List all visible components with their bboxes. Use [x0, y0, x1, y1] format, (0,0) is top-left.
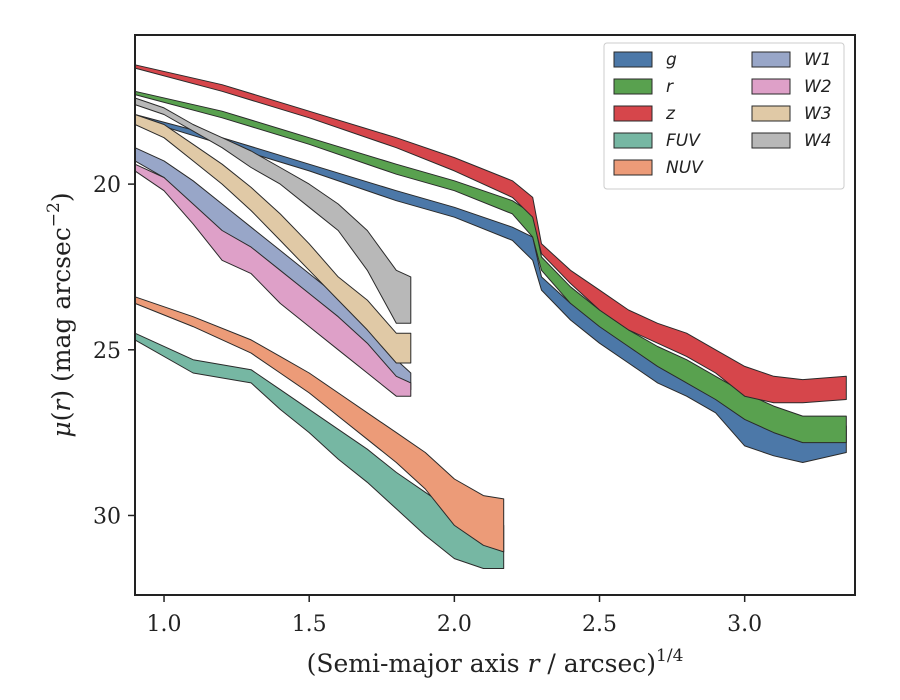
x-tick-label: 2.0: [437, 612, 472, 637]
y-axis: 20 25 30: [93, 173, 135, 529]
legend-swatch-w2: [751, 78, 791, 95]
legend-swatch-w3: [751, 105, 791, 122]
x-tick-label: 2.5: [582, 612, 617, 637]
legend-label-w2: W2: [804, 77, 832, 97]
legend-label-w4: W4: [804, 131, 832, 151]
legend-label-w3: W3: [804, 104, 832, 124]
legend-swatch-z: [613, 105, 653, 122]
band-w3: [134, 114, 412, 364]
x-tick-label: 3.0: [727, 612, 762, 637]
x-tick-label: 1.0: [147, 612, 182, 637]
band-fuv: [134, 332, 505, 569]
series-bands: [134, 64, 847, 569]
legend: grz FUV NUV W1 W2 W3 W4: [603, 42, 845, 190]
y-tick-label: 30: [93, 504, 121, 529]
legend-swatch-g: [613, 51, 653, 68]
legend-label-fuv: FUV: [666, 131, 701, 151]
band-nuv: [134, 296, 505, 553]
x-axis: 1.0 1.5 2.0 2.5 3.0: [147, 595, 762, 637]
plot-frame: [134, 34, 856, 596]
legend-swatch-w4: [751, 132, 791, 149]
legend-label-g: g: [666, 50, 677, 70]
legend-label-nuv: NUV: [666, 158, 704, 178]
legend-label-r: r: [666, 77, 674, 97]
legend-label-z: z: [665, 104, 676, 124]
legend-swatch-fuv: [613, 132, 653, 149]
x-tick-label: 1.5: [292, 612, 327, 637]
band-z: [134, 64, 847, 404]
band-w2: [134, 163, 412, 397]
legend-swatch-r: [613, 78, 653, 95]
y-tick-label: 25: [93, 339, 121, 364]
band-w4: [134, 97, 412, 324]
legend-label-w1: W1: [804, 50, 832, 70]
legend-swatch-w1: [751, 51, 791, 68]
legend-swatch-nuv: [613, 159, 653, 176]
y-tick-label: 20: [93, 173, 121, 198]
x-axis-label: (Semi-major axis r / arcsec)1/4: [307, 646, 684, 678]
y-axis-label: μ(r) (mag arcsec−2): [44, 192, 76, 437]
